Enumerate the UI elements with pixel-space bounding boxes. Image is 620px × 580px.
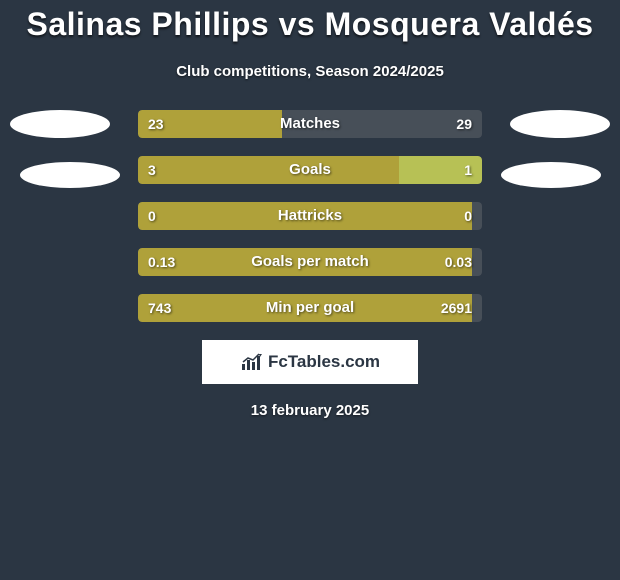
bar-value-right: 2691 <box>441 294 472 322</box>
bar-value-left: 3 <box>148 156 156 184</box>
bar-value-left: 0.13 <box>148 248 175 276</box>
page-title: Salinas Phillips vs Mosquera Valdés <box>0 0 620 43</box>
bar-left-fill <box>138 202 472 230</box>
bar-row: 00Hattricks <box>138 202 482 230</box>
bar-row: 0.130.03Goals per match <box>138 248 482 276</box>
bar-row: 7432691Min per goal <box>138 294 482 322</box>
bar-left-fill <box>138 248 472 276</box>
bar-value-right: 0.03 <box>445 248 472 276</box>
bar-right-fill <box>148 110 482 138</box>
player-left-avatar-1 <box>10 110 110 138</box>
player-right-avatar-1 <box>510 110 610 138</box>
bar-left-fill <box>138 294 472 322</box>
comparison-chart: 2329Matches31Goals00Hattricks0.130.03Goa… <box>0 110 620 322</box>
player-right-avatar-2 <box>501 162 601 188</box>
bar-value-left: 0 <box>148 202 156 230</box>
bar-value-left: 743 <box>148 294 171 322</box>
page-subtitle: Club competitions, Season 2024/2025 <box>0 63 620 80</box>
date-text: 13 february 2025 <box>0 402 620 419</box>
brand-text: FcTables.com <box>268 352 380 372</box>
bar-container: 2329Matches31Goals00Hattricks0.130.03Goa… <box>138 110 482 322</box>
bar-value-right: 1 <box>464 156 472 184</box>
brand-logo: FcTables.com <box>202 340 418 384</box>
chart-icon <box>240 352 264 372</box>
player-left-avatar-2 <box>20 162 120 188</box>
bar-value-left: 23 <box>148 110 164 138</box>
bar-row: 31Goals <box>138 156 482 184</box>
bar-row: 2329Matches <box>138 110 482 138</box>
bar-value-right: 0 <box>464 202 472 230</box>
bar-value-right: 29 <box>456 110 472 138</box>
